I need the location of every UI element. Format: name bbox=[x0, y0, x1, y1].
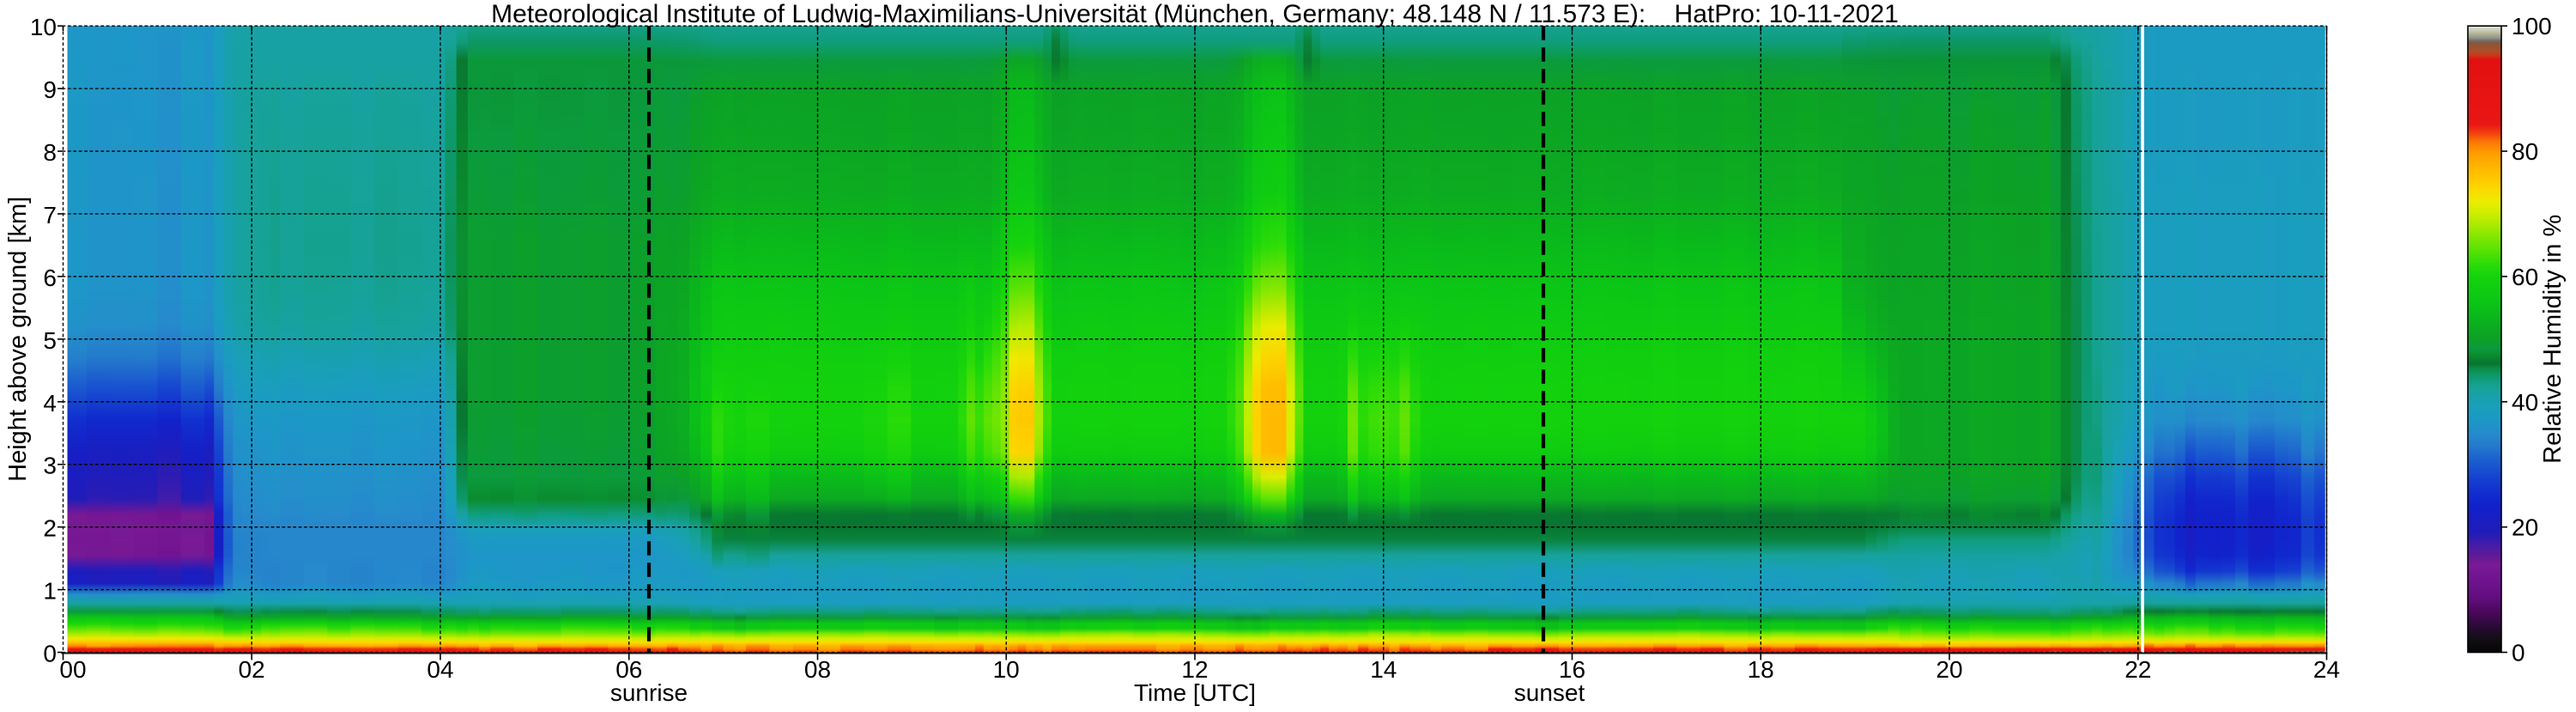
svg-text:06: 06 bbox=[615, 656, 642, 683]
svg-text:04: 04 bbox=[427, 656, 453, 683]
svg-text:10: 10 bbox=[993, 656, 1020, 683]
svg-text:60: 60 bbox=[2512, 264, 2538, 290]
svg-text:14: 14 bbox=[1370, 656, 1397, 683]
svg-text:sunset: sunset bbox=[1514, 679, 1585, 706]
svg-text:Time [UTC]: Time [UTC] bbox=[1134, 679, 1256, 706]
svg-text:00: 00 bbox=[59, 656, 86, 683]
svg-text:6: 6 bbox=[43, 265, 57, 291]
svg-text:8: 8 bbox=[43, 139, 57, 166]
svg-text:100: 100 bbox=[2512, 13, 2552, 40]
svg-text:16: 16 bbox=[1559, 656, 1585, 683]
svg-text:Relative Humidity in %: Relative Humidity in % bbox=[2539, 215, 2567, 464]
svg-text:4: 4 bbox=[43, 390, 57, 417]
svg-text:5: 5 bbox=[43, 327, 57, 354]
svg-text:20: 20 bbox=[2512, 514, 2538, 541]
svg-text:08: 08 bbox=[804, 656, 831, 683]
svg-text:0: 0 bbox=[43, 641, 57, 667]
svg-text:02: 02 bbox=[239, 656, 265, 683]
svg-text:80: 80 bbox=[2512, 138, 2538, 165]
svg-text:sunrise: sunrise bbox=[610, 679, 688, 706]
svg-text:12: 12 bbox=[1181, 656, 1208, 683]
svg-text:9: 9 bbox=[43, 76, 57, 103]
svg-text:7: 7 bbox=[43, 202, 57, 228]
svg-text:Meteorological Institute of Lu: Meteorological Institute of Ludwig-Maxim… bbox=[491, 0, 1899, 28]
svg-text:24: 24 bbox=[2313, 656, 2340, 683]
svg-text:10: 10 bbox=[30, 14, 57, 40]
svg-text:20: 20 bbox=[1936, 656, 1962, 683]
svg-text:1: 1 bbox=[43, 578, 57, 605]
svg-text:0: 0 bbox=[2512, 640, 2525, 666]
svg-text:2: 2 bbox=[43, 515, 57, 542]
svg-text:18: 18 bbox=[1748, 656, 1774, 683]
svg-text:3: 3 bbox=[43, 453, 57, 479]
svg-text:22: 22 bbox=[2124, 656, 2151, 683]
svg-text:Height above ground [km]: Height above ground [km] bbox=[4, 197, 32, 482]
svg-text:40: 40 bbox=[2512, 389, 2538, 416]
